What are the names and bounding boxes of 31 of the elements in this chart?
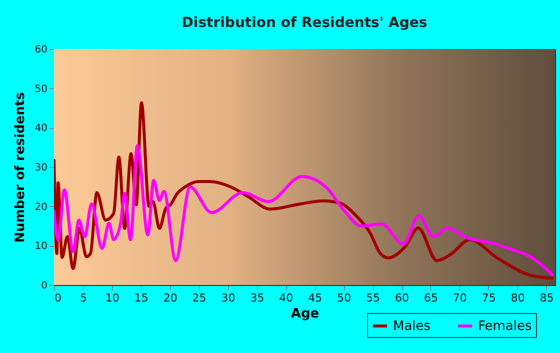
x-tick-label: 60 <box>395 292 410 304</box>
legend-label: Males <box>393 319 431 334</box>
x-tick-label: 35 <box>250 292 264 304</box>
x-tick-label: 10 <box>105 292 120 304</box>
x-tick-label: 80 <box>510 292 525 304</box>
y-tick-label: 0 <box>41 280 48 292</box>
x-tick-label: 45 <box>308 292 322 304</box>
y-tick-label: 20 <box>34 202 48 213</box>
x-tick-label: 70 <box>452 292 467 304</box>
x-tick-label: 15 <box>134 292 148 304</box>
x-tick-label: 0 <box>54 292 62 304</box>
x-tick-label: 20 <box>163 292 178 304</box>
y-tick-label: 40 <box>34 123 48 134</box>
x-tick-label: 30 <box>221 292 236 304</box>
y-tick-label: 60 <box>34 44 48 56</box>
x-tick-label: 65 <box>424 292 438 304</box>
y-axis-title: Number of residents <box>12 92 28 243</box>
x-tick-label: 50 <box>337 292 352 304</box>
x-tick-label: 5 <box>80 292 87 304</box>
x-axis-title: Age <box>290 306 320 322</box>
chart-title: Distribution of Residents' Ages <box>182 15 428 31</box>
x-tick-label: 85 <box>540 292 554 304</box>
y-tick-label: 10 <box>34 241 48 252</box>
x-tick-label: 55 <box>366 292 380 304</box>
legend-label: Females <box>478 319 532 334</box>
line-series <box>54 144 555 278</box>
y-tick-label: 30 <box>34 162 48 174</box>
y-tick-label: 50 <box>34 84 48 95</box>
x-tick-label: 25 <box>192 292 206 304</box>
x-tick-label: 40 <box>279 292 294 304</box>
x-tick-label: 75 <box>482 292 496 304</box>
